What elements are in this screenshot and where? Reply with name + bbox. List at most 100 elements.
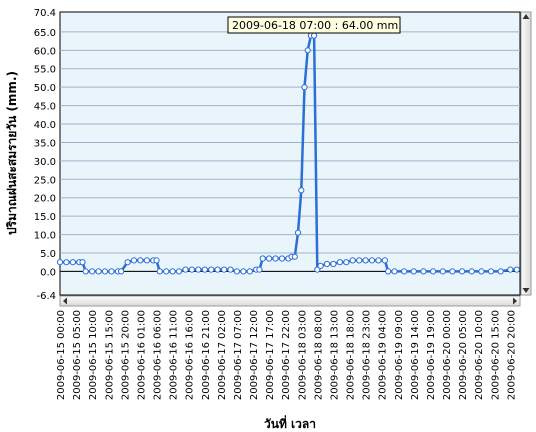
data-point[interactable]: [513, 266, 520, 273]
data-point[interactable]: [336, 259, 343, 266]
data-point[interactable]: [291, 253, 298, 260]
data-point[interactable]: [314, 266, 321, 273]
data-point[interactable]: [82, 268, 89, 275]
data-point[interactable]: [468, 268, 475, 275]
data-point[interactable]: [89, 268, 96, 275]
data-point[interactable]: [401, 268, 408, 275]
data-point[interactable]: [298, 187, 305, 194]
x-tick-label: 2009-06-19 09:00: [394, 310, 405, 400]
y-tick-label: 60.0: [34, 46, 56, 57]
scroll-left-arrow-icon[interactable]: [63, 297, 67, 305]
data-point[interactable]: [304, 47, 311, 54]
data-point[interactable]: [430, 268, 437, 275]
hscroll-track[interactable]: [59, 295, 521, 307]
y-tick-label: 25.0: [34, 175, 56, 186]
data-point[interactable]: [208, 266, 215, 273]
data-point[interactable]: [240, 268, 247, 275]
data-point[interactable]: [256, 266, 263, 273]
data-point[interactable]: [108, 268, 115, 275]
x-tick-label: 2009-06-19 04:00: [378, 310, 389, 400]
data-point[interactable]: [507, 266, 514, 273]
data-point[interactable]: [137, 257, 144, 264]
data-point[interactable]: [381, 257, 388, 264]
data-point[interactable]: [69, 259, 77, 266]
data-point[interactable]: [497, 268, 504, 275]
data-point[interactable]: [201, 266, 208, 273]
tooltip-box: [227, 16, 401, 34]
data-point[interactable]: [101, 268, 109, 275]
x-tick-label: 2009-06-17 17:00: [265, 310, 276, 400]
data-point[interactable]: [439, 268, 446, 275]
data-point[interactable]: [362, 257, 369, 264]
data-point[interactable]: [317, 262, 324, 269]
x-tick-label: 2009-06-20 05:00: [458, 310, 469, 400]
x-tick-label: 2009-06-15 15:00: [104, 310, 115, 400]
x-tick-label: 2009-06-18 18:00: [346, 310, 357, 400]
data-point[interactable]: [95, 268, 102, 275]
data-point[interactable]: [323, 260, 331, 268]
data-point[interactable]: [188, 266, 195, 273]
vertical-scrollbar[interactable]: [520, 11, 532, 296]
data-point[interactable]: [385, 268, 392, 275]
data-point[interactable]: [278, 255, 286, 262]
data-point[interactable]: [156, 268, 163, 275]
data-point[interactable]: [410, 268, 417, 275]
data-point[interactable]: [487, 268, 495, 275]
scroll-up-arrow-icon[interactable]: [522, 14, 530, 19]
data-point[interactable]: [56, 259, 64, 266]
x-tick-label: 2009-06-18 23:00: [362, 310, 373, 400]
scroll-right-arrow-icon[interactable]: [513, 297, 517, 305]
data-point[interactable]: [301, 84, 308, 91]
data-point[interactable]: [63, 259, 70, 266]
data-point[interactable]: [79, 259, 86, 266]
data-point[interactable]: [195, 266, 202, 273]
x-tick-label: 2009-06-17 22:00: [281, 310, 292, 400]
data-point[interactable]: [375, 257, 382, 264]
data-point[interactable]: [221, 266, 228, 273]
horizontal-scrollbar[interactable]: [59, 295, 521, 307]
y-tick-label: -6.4: [36, 291, 56, 302]
data-point[interactable]: [272, 255, 279, 262]
data-point[interactable]: [259, 255, 266, 262]
data-point[interactable]: [356, 257, 363, 264]
x-tick-label: 2009-06-15 05:00: [72, 310, 83, 400]
x-tick-label: 2009-06-18 13:00: [329, 310, 340, 400]
data-point[interactable]: [246, 268, 253, 275]
data-point[interactable]: [459, 268, 466, 275]
data-point[interactable]: [294, 229, 302, 236]
data-point[interactable]: [182, 266, 189, 273]
data-point[interactable]: [227, 266, 234, 273]
y-tick-label: 5.0: [40, 249, 56, 260]
marker-layer: [56, 32, 520, 275]
data-point[interactable]: [266, 255, 273, 262]
data-point[interactable]: [478, 268, 485, 275]
data-point[interactable]: [449, 268, 456, 275]
data-point[interactable]: [349, 257, 356, 264]
y-axis-title: ปริมาณฝนสะสมรายวัน (mm.): [5, 71, 19, 235]
data-point[interactable]: [391, 268, 398, 275]
data-point[interactable]: [343, 259, 350, 266]
data-point[interactable]: [330, 260, 337, 268]
data-point[interactable]: [143, 257, 150, 264]
data-point[interactable]: [124, 259, 131, 266]
x-axis-ticks: 2009-06-15 00:00 2009-06-15 05:00 2009-06-…: [56, 310, 517, 400]
y-tick-label: 50.0: [34, 83, 56, 94]
data-point[interactable]: [153, 257, 160, 264]
y-tick-label: 35.0: [34, 138, 56, 149]
data-point[interactable]: [175, 268, 183, 275]
data-point[interactable]: [130, 257, 138, 264]
data-point[interactable]: [233, 268, 240, 275]
y-tick-label: 40.0: [34, 120, 56, 131]
data-point[interactable]: [311, 32, 318, 39]
x-tick-label: 2009-06-17 07:00: [233, 310, 244, 400]
scroll-down-arrow-icon[interactable]: [522, 288, 530, 293]
data-point[interactable]: [163, 268, 170, 275]
data-point[interactable]: [420, 268, 427, 275]
data-point[interactable]: [368, 257, 376, 264]
vscroll-track[interactable]: [520, 11, 532, 296]
data-point[interactable]: [118, 268, 125, 275]
data-point[interactable]: [169, 268, 176, 275]
y-tick-label: 30.0: [34, 157, 56, 168]
data-point[interactable]: [214, 266, 221, 273]
